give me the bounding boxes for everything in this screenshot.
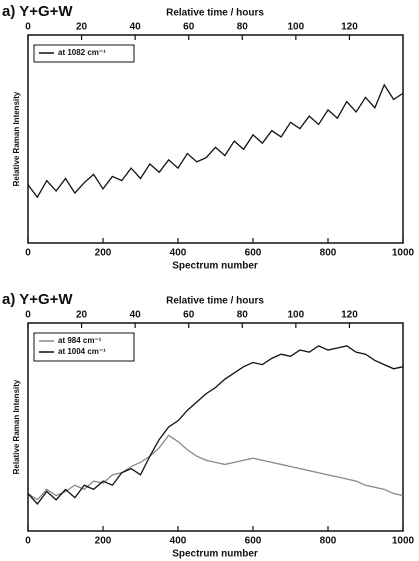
x-axis-label: Spectrum number bbox=[172, 549, 258, 560]
x-axis-label: Spectrum number bbox=[172, 261, 258, 272]
x2-tick-label: 100 bbox=[288, 22, 305, 33]
x-tick-label: 800 bbox=[320, 248, 337, 259]
data-line bbox=[27, 434, 404, 501]
y-axis-label: Relative Raman Intensity bbox=[12, 379, 21, 474]
x2-tick-label: 40 bbox=[130, 310, 142, 321]
legend-label: at 1082 cm⁻¹ bbox=[58, 48, 106, 57]
x-tick-label: 1000 bbox=[392, 536, 415, 547]
x2-tick-label: 80 bbox=[237, 310, 249, 321]
x2-tick-label: 60 bbox=[183, 310, 195, 321]
plot-frame bbox=[27, 34, 404, 244]
data-line bbox=[27, 345, 404, 505]
x2-tick-label: 60 bbox=[183, 22, 195, 33]
x-tick-label: 400 bbox=[170, 248, 187, 259]
x-tick-label: 800 bbox=[320, 536, 337, 547]
x2-axis-label: Relative time / hours bbox=[166, 8, 264, 19]
plot-frame bbox=[27, 322, 404, 532]
legend-label: at 984 cm⁻¹ bbox=[58, 336, 102, 345]
legend-box bbox=[33, 44, 135, 63]
x2-axis-label: Relative time / hours bbox=[166, 296, 264, 307]
x-tick-label: 600 bbox=[245, 248, 262, 259]
x2-tick-label: 20 bbox=[76, 310, 88, 321]
y-axis-label: Relative Raman Intensity bbox=[12, 91, 21, 186]
x2-tick-label: 100 bbox=[288, 310, 305, 321]
x-tick-label: 400 bbox=[170, 536, 187, 547]
x-tick-label: 600 bbox=[245, 536, 262, 547]
x-tick-label: 0 bbox=[25, 248, 31, 259]
x2-tick-label: 120 bbox=[341, 310, 358, 321]
x-tick-label: 200 bbox=[95, 248, 112, 259]
x-tick-label: 1000 bbox=[392, 248, 415, 259]
legend-box bbox=[33, 332, 135, 362]
data-line bbox=[27, 83, 404, 199]
x2-tick-label: 0 bbox=[25, 310, 31, 321]
panel-title: a) Y+G+W bbox=[2, 3, 73, 20]
x2-tick-label: 20 bbox=[76, 22, 88, 33]
x-tick-label: 0 bbox=[25, 536, 31, 547]
x2-tick-label: 120 bbox=[341, 22, 358, 33]
x2-tick-label: 40 bbox=[130, 22, 142, 33]
x2-tick-label: 80 bbox=[237, 22, 249, 33]
x-tick-label: 200 bbox=[95, 536, 112, 547]
x2-tick-label: 0 bbox=[25, 22, 31, 33]
panel-title: a) Y+G+W bbox=[2, 291, 73, 308]
legend-label: at 1004 cm⁻¹ bbox=[58, 347, 106, 356]
